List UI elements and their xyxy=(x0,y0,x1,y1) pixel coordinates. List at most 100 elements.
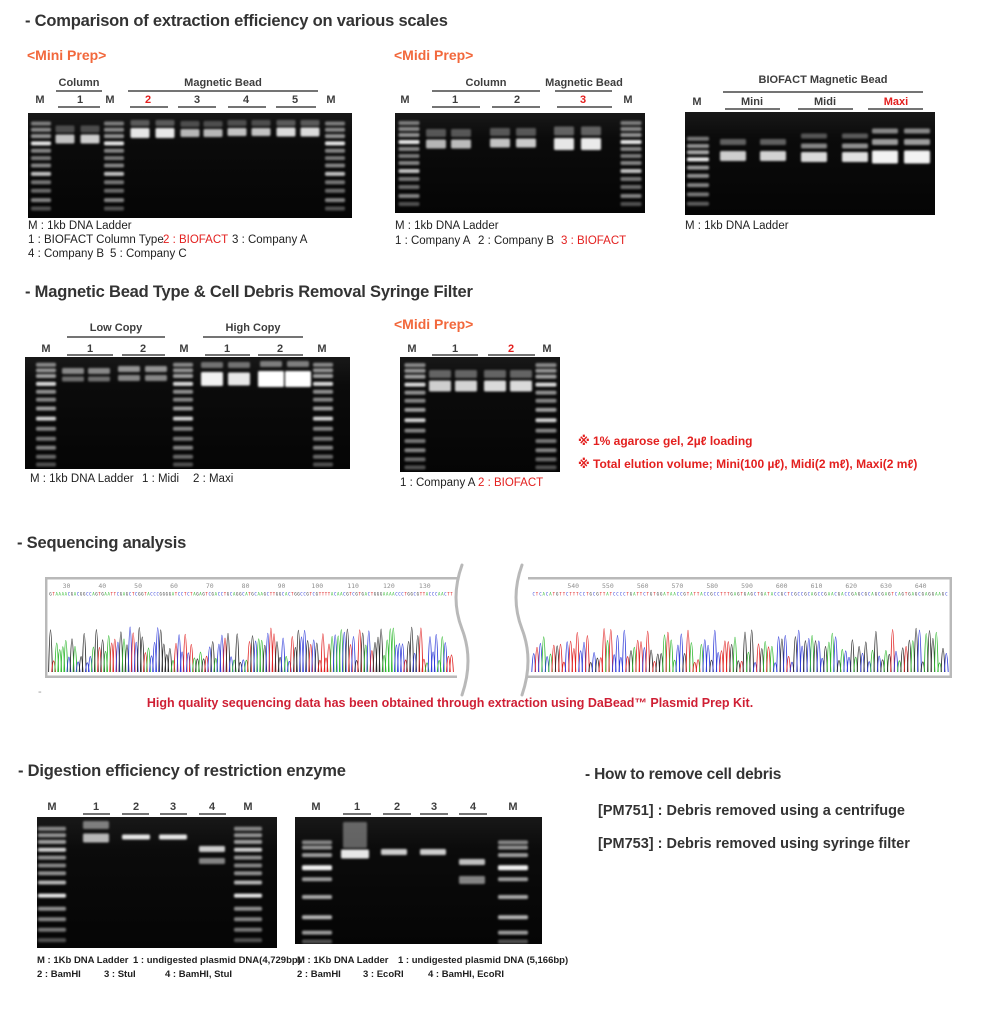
base-call-letter: T xyxy=(757,592,760,597)
gel-lane-label: 1 xyxy=(223,343,231,355)
base-call-letter: A xyxy=(828,592,831,597)
ladder-band xyxy=(173,454,193,459)
base-call-letter: G xyxy=(236,592,239,597)
lane-underline xyxy=(557,106,612,108)
base-call-letter: A xyxy=(337,592,340,597)
base-call-letter: T xyxy=(693,592,696,597)
gel-lane-label: 3 xyxy=(169,801,177,813)
ladder-band xyxy=(31,134,51,139)
base-call-letter: C xyxy=(791,592,794,597)
dna-band xyxy=(227,128,247,136)
trace-peak xyxy=(182,634,188,673)
base-call-letter: T xyxy=(110,592,113,597)
base-call-letter: C xyxy=(218,592,221,597)
lane-underline xyxy=(432,354,478,356)
trace-peak xyxy=(927,630,932,673)
position-tick-label: 620 xyxy=(845,582,857,590)
ladder-band xyxy=(234,880,262,885)
gel-lane-label: M xyxy=(35,94,45,106)
base-call-letter: T xyxy=(740,592,743,597)
base-call-letter: C xyxy=(714,592,717,597)
ladder-band xyxy=(234,938,262,943)
gel-legend-item: 2 : Company B xyxy=(478,235,555,247)
ladder-band xyxy=(104,206,124,211)
base-call-letter: G xyxy=(888,592,891,597)
gel-group-label: Column xyxy=(465,77,507,89)
position-tick-label: 540 xyxy=(567,582,579,590)
ladder-band xyxy=(687,201,709,206)
base-call-letter: T xyxy=(573,592,576,597)
dna-band xyxy=(426,139,446,149)
ladder-band xyxy=(104,156,124,161)
base-call-letter: G xyxy=(630,592,633,597)
base-call-letter: C xyxy=(429,592,432,597)
base-call-letter: C xyxy=(254,592,257,597)
gel-group-label: Magnetic Bead xyxy=(184,77,262,89)
ladder-band xyxy=(31,141,51,146)
trace-peak xyxy=(94,629,99,673)
note-elution-volume: ※ Total elution volume; Mini(100 µℓ), Mi… xyxy=(578,457,918,471)
section1-title: - Comparison of extraction efficiency on… xyxy=(25,12,448,30)
base-call-letter: A xyxy=(285,592,288,597)
base-call-letter: C xyxy=(368,592,371,597)
base-call-letter: G xyxy=(650,592,653,597)
base-call-letter: A xyxy=(854,592,857,597)
base-call-letter: G xyxy=(901,592,904,597)
trace-peak xyxy=(378,628,384,673)
group-underline xyxy=(432,90,540,92)
gel-lane-label: M xyxy=(311,801,321,813)
digestion-gel-2 xyxy=(295,817,542,944)
position-tick-label: 80 xyxy=(242,582,250,590)
gel-lane-label: 2 xyxy=(276,343,284,355)
base-call-letter: G xyxy=(377,592,380,597)
ladder-band xyxy=(36,416,56,421)
ladder-band xyxy=(38,871,66,876)
base-call-letter: T xyxy=(724,592,727,597)
ladder-band xyxy=(620,154,642,158)
dna-band xyxy=(872,139,898,145)
base-call-letter: T xyxy=(248,592,251,597)
base-call-letter: T xyxy=(603,592,606,597)
trace-peak xyxy=(621,630,627,673)
ladder-band xyxy=(173,389,193,394)
gel-lane-label: M xyxy=(317,343,327,355)
trace-peak xyxy=(210,641,216,673)
dna-band xyxy=(451,129,471,137)
base-call-letter: C xyxy=(861,592,864,597)
lane-underline xyxy=(122,354,165,356)
base-call-letter: A xyxy=(771,592,774,597)
base-call-letter: T xyxy=(132,592,135,597)
gel-lane-label: 1 xyxy=(76,94,84,106)
base-call-letter: T xyxy=(175,592,178,597)
dna-band xyxy=(251,120,271,126)
gel-lane-label: 1 xyxy=(353,801,361,813)
gel-lane-label: 5 xyxy=(291,94,299,106)
ladder-band xyxy=(498,895,528,899)
trace-peak xyxy=(427,636,433,673)
base-call-letter: A xyxy=(340,592,343,597)
base-call-letter: A xyxy=(172,592,175,597)
position-tick-label: 50 xyxy=(134,582,142,590)
position-tick-label: 60 xyxy=(170,582,178,590)
base-call-letter: T xyxy=(322,592,325,597)
base-call-letter: C xyxy=(242,592,245,597)
ladder-band xyxy=(36,454,56,459)
trace-peak xyxy=(176,634,182,673)
gel-legend-item: M : 1Kb DNA Ladder xyxy=(37,955,129,966)
base-call-letter: A xyxy=(147,592,150,597)
lane-underline xyxy=(205,354,250,356)
gel-lane-label: M xyxy=(47,801,57,813)
base-call-letter: G xyxy=(660,592,663,597)
base-call-letter: C xyxy=(343,592,346,597)
base-call-letter: G xyxy=(932,592,935,597)
dna-band xyxy=(155,128,175,138)
ladder-band xyxy=(620,185,642,189)
ladder-band xyxy=(173,397,193,402)
ladder-band xyxy=(498,939,528,944)
pm753-line: [PM753] : Debris removed using syringe f… xyxy=(598,836,910,852)
ladder-band xyxy=(313,397,333,402)
ladder-band xyxy=(398,185,420,189)
dna-band xyxy=(429,370,451,378)
dna-band xyxy=(130,128,150,138)
